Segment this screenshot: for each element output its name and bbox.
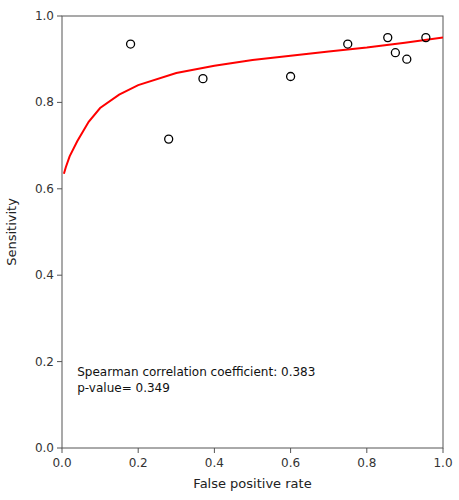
point <box>127 40 135 48</box>
tick <box>57 102 62 103</box>
annotation-text: Spearman correlation coefficient: 0.383 <box>77 365 315 379</box>
point <box>384 34 392 42</box>
tick <box>290 448 291 453</box>
curve <box>64 38 443 174</box>
point <box>287 72 295 80</box>
tick-label: 0.6 <box>281 456 300 470</box>
tick-label: 0.0 <box>35 441 54 455</box>
tick-label: 0.0 <box>52 456 71 470</box>
point <box>344 40 352 48</box>
tick-label: 0.8 <box>35 95 54 109</box>
point <box>391 49 399 57</box>
tick <box>443 448 444 453</box>
tick-label: 0.2 <box>129 456 148 470</box>
tick <box>57 275 62 276</box>
tick-label: 0.8 <box>357 456 376 470</box>
x-axis-label: False positive rate <box>193 476 311 491</box>
tick-label: 0.4 <box>205 456 224 470</box>
tick-label: 0.2 <box>35 355 54 369</box>
y-axis-label: Sensitivity <box>4 198 19 266</box>
annotation: Spearman correlation coefficient: 0.383 p… <box>77 365 315 395</box>
point <box>199 75 207 83</box>
annotation-text: p-value= 0.349 <box>77 381 170 395</box>
tick-label: 0.4 <box>35 268 54 282</box>
point <box>422 34 430 42</box>
tick <box>57 361 62 362</box>
tick-label: 1.0 <box>433 456 452 470</box>
chart: 0.0 0.2 0.4 0.6 0.8 1.0 0.0 0.2 0.4 0.6 0.8 1.0 Fals… <box>0 0 459 500</box>
tick-label: 0.6 <box>35 182 54 196</box>
plot-frame <box>62 16 443 448</box>
tick <box>57 16 62 17</box>
tick <box>366 448 367 453</box>
data-area <box>64 34 443 174</box>
point <box>403 55 411 63</box>
tick-label: 1.0 <box>35 9 54 23</box>
tick <box>214 448 215 453</box>
tick <box>57 188 62 189</box>
point <box>165 135 173 143</box>
tick <box>62 448 63 453</box>
axes: 0.0 0.2 0.4 0.6 0.8 1.0 0.0 0.2 0.4 0.6 0.8 1.0 <box>35 9 453 470</box>
tick <box>138 448 139 453</box>
tick <box>57 448 62 449</box>
